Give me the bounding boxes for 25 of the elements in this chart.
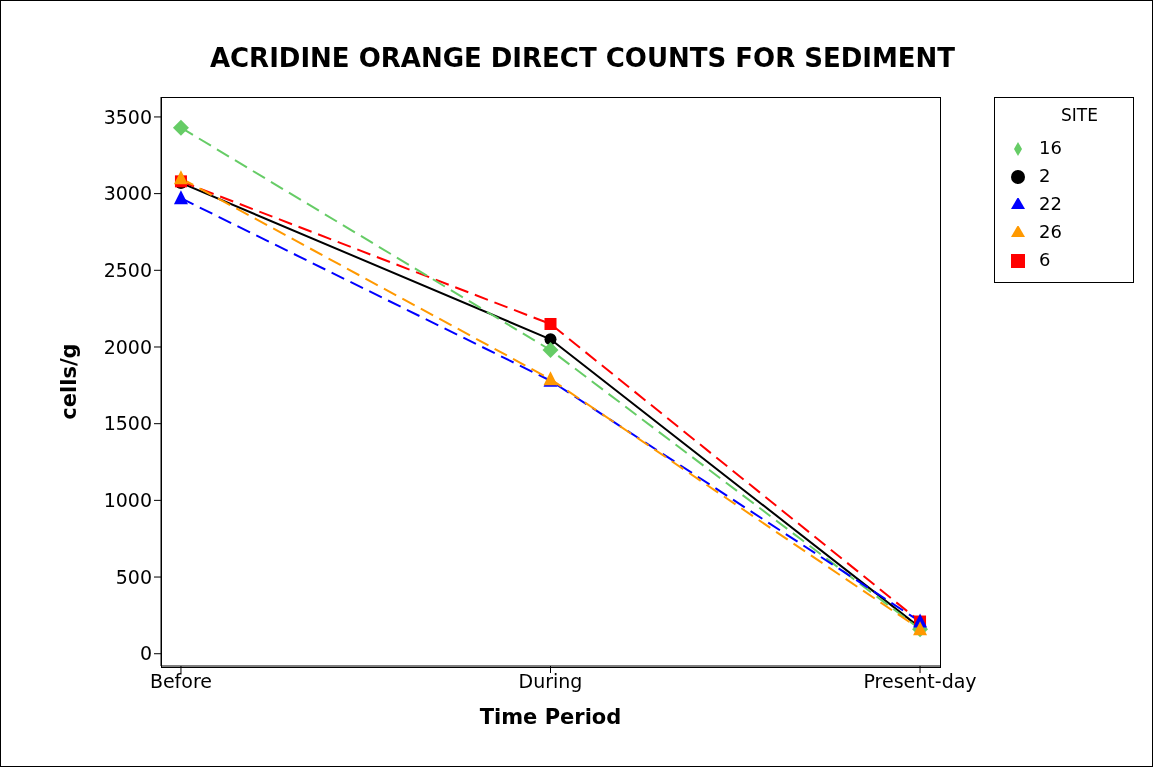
point: [544, 317, 557, 330]
point: [173, 170, 188, 185]
legend-label: 2: [1039, 165, 1051, 186]
x-tick-label: Before: [149, 670, 213, 693]
x-tick-label: Present-day: [863, 670, 977, 693]
chart-title: ACRIDINE ORANGE DIRECT COUNTS FOR SEDIMENT: [208, 43, 957, 73]
x-axis-title: Time Period: [479, 705, 622, 729]
x-tick-label: During: [518, 670, 583, 693]
legend-label: 6: [1039, 249, 1051, 270]
point: [542, 342, 559, 359]
point: [172, 119, 189, 136]
y-axis-title: cells/g: [57, 343, 82, 420]
legend-title: SITE: [1061, 105, 1098, 125]
y-tick-label: 2000: [103, 335, 152, 358]
y-tick-label: 1000: [103, 489, 152, 512]
legend-label: 26: [1039, 221, 1062, 242]
y-tick-label: 3000: [103, 182, 152, 205]
y-tick-label: 500: [115, 565, 152, 588]
legend-label: 22: [1039, 193, 1062, 214]
y-tick-label: 1500: [103, 412, 152, 435]
y-tick-label: 0: [139, 642, 152, 665]
y-tick-label: 2500: [103, 259, 152, 282]
legend-label: 16: [1039, 137, 1062, 158]
y-tick-label: 3500: [103, 105, 152, 128]
point: [173, 190, 188, 205]
